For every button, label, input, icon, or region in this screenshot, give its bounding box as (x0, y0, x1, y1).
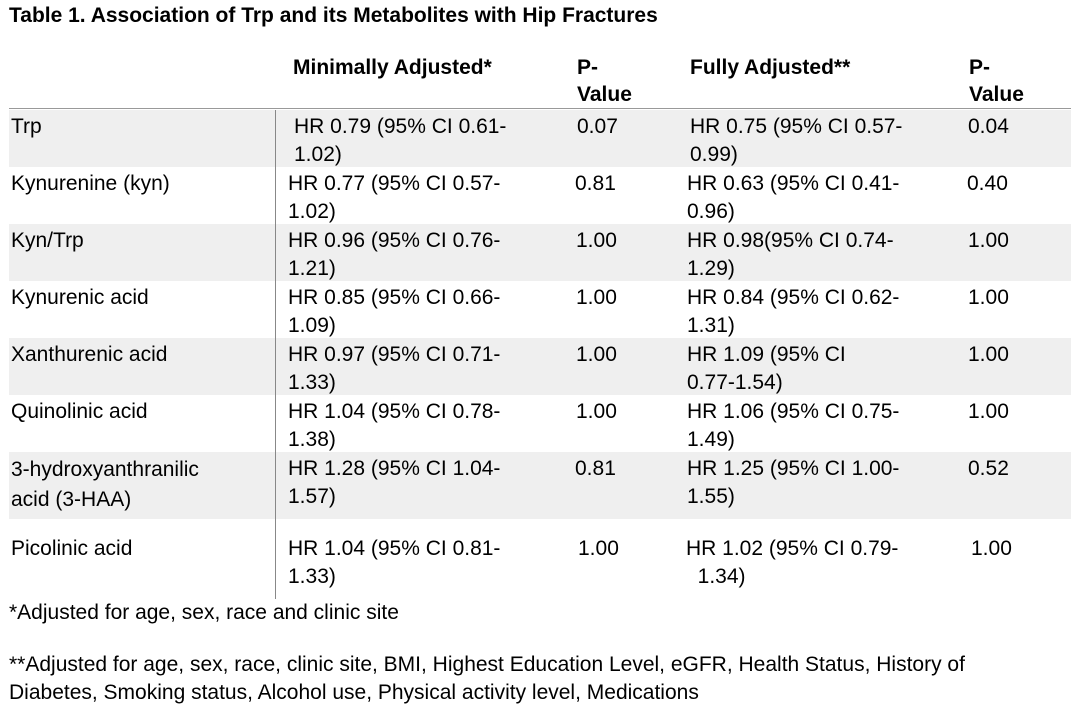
header-minimally-adjusted: Minimally Adjusted* (293, 56, 492, 79)
fully-adjusted-p: 1.00 (968, 400, 1009, 423)
metabolite-name: Quinolinic acid (11, 400, 148, 423)
fully-adjusted-hr: HR 0.84 (95% CI 0.62- 1.31) (687, 286, 900, 337)
minimally-adjusted-p: 1.00 (576, 400, 617, 423)
header-p-value-2: P- Value (969, 56, 1024, 106)
metabolite-name: Trp (11, 115, 42, 138)
header-p-value-1: P- Value (577, 56, 632, 106)
table-row: Quinolinic acid HR 1.04 (95% CI 0.78- 1.… (9, 395, 1071, 452)
fully-adjusted-p: 1.00 (968, 286, 1009, 309)
header-divider (9, 108, 1071, 109)
minimally-adjusted-hr: HR 0.79 (95% CI 0.61- 1.02) (294, 115, 507, 166)
fully-adjusted-hr: HR 1.02 (95% CI 0.79- 1.34) (686, 537, 899, 588)
minimally-adjusted-p: 1.00 (578, 537, 619, 560)
table-title: Table 1. Association of Trp and its Meta… (9, 4, 658, 27)
minimally-adjusted-hr: HR 0.96 (95% CI 0.76- 1.21) (288, 229, 501, 280)
metabolite-name: Kynurenic acid (11, 286, 149, 309)
minimally-adjusted-hr: HR 1.04 (95% CI 0.81- 1.33) (288, 537, 501, 588)
table-row: 3-hydroxyanthranilic acid (3-HAA) HR 1.2… (9, 452, 1071, 519)
minimally-adjusted-p: 0.07 (577, 115, 618, 138)
label-column-divider (275, 110, 276, 599)
fully-adjusted-hr: HR 0.63 (95% CI 0.41- 0.96) (687, 172, 900, 223)
minimally-adjusted-hr: HR 1.04 (95% CI 0.78- 1.38) (288, 400, 501, 451)
metabolite-name: Xanthurenic acid (11, 343, 168, 366)
minimally-adjusted-hr: HR 0.85 (95% CI 0.66- 1.09) (288, 286, 501, 337)
fully-adjusted-hr: HR 1.06 (95% CI 0.75- 1.49) (687, 400, 900, 451)
fully-adjusted-hr: HR 0.75 (95% CI 0.57- 0.99) (690, 115, 903, 166)
table-row: Kyn/Trp HR 0.96 (95% CI 0.76- 1.21) 1.00… (9, 224, 1071, 281)
table-row: Xanthurenic acid HR 0.97 (95% CI 0.71- 1… (9, 338, 1071, 395)
header-fully-adjusted: Fully Adjusted** (690, 56, 851, 79)
table-row: Trp HR 0.79 (95% CI 0.61- 1.02) 0.07 HR … (9, 110, 1071, 167)
table-row: Kynurenic acid HR 0.85 (95% CI 0.66- 1.0… (9, 281, 1071, 338)
minimally-adjusted-p: 1.00 (576, 343, 617, 366)
fully-adjusted-hr: HR 0.98(95% CI 0.74- 1.29) (687, 229, 894, 280)
minimally-adjusted-hr: HR 0.97 (95% CI 0.71- 1.33) (288, 343, 501, 394)
fully-adjusted-hr: HR 1.25 (95% CI 1.00- 1.55) (687, 457, 900, 508)
fully-adjusted-p: 1.00 (971, 537, 1012, 560)
footnote-minimal: *Adjusted for age, sex, race and clinic … (9, 601, 399, 624)
fully-adjusted-p: 0.40 (967, 172, 1008, 195)
metabolite-name: Kynurenine (kyn) (11, 172, 170, 195)
minimally-adjusted-hr: HR 1.28 (95% CI 1.04- 1.57) (288, 457, 501, 508)
fully-adjusted-p: 1.00 (968, 343, 1009, 366)
minimally-adjusted-p: 0.81 (575, 172, 616, 195)
table-row: Kynurenine (kyn) HR 0.77 (95% CI 0.57- 1… (9, 167, 1071, 224)
fully-adjusted-p: 0.04 (968, 115, 1009, 138)
table-row: Picolinic acid HR 1.04 (95% CI 0.81- 1.3… (9, 532, 1071, 599)
minimally-adjusted-p: 1.00 (576, 229, 617, 252)
minimally-adjusted-p: 0.81 (575, 457, 616, 480)
fully-adjusted-p: 0.52 (968, 457, 1009, 480)
minimally-adjusted-p: 1.00 (576, 286, 617, 309)
metabolite-name: Kyn/Trp (11, 229, 84, 252)
fully-adjusted-hr: HR 1.09 (95% CI 0.77-1.54) (687, 343, 846, 394)
minimally-adjusted-hr: HR 0.77 (95% CI 0.57- 1.02) (288, 172, 501, 223)
metabolite-name: Picolinic acid (11, 537, 133, 560)
metabolite-name: 3-hydroxyanthranilic acid (3-HAA) (11, 458, 199, 511)
footnote-full: **Adjusted for age, sex, race, clinic si… (9, 653, 965, 704)
fully-adjusted-p: 1.00 (968, 229, 1009, 252)
